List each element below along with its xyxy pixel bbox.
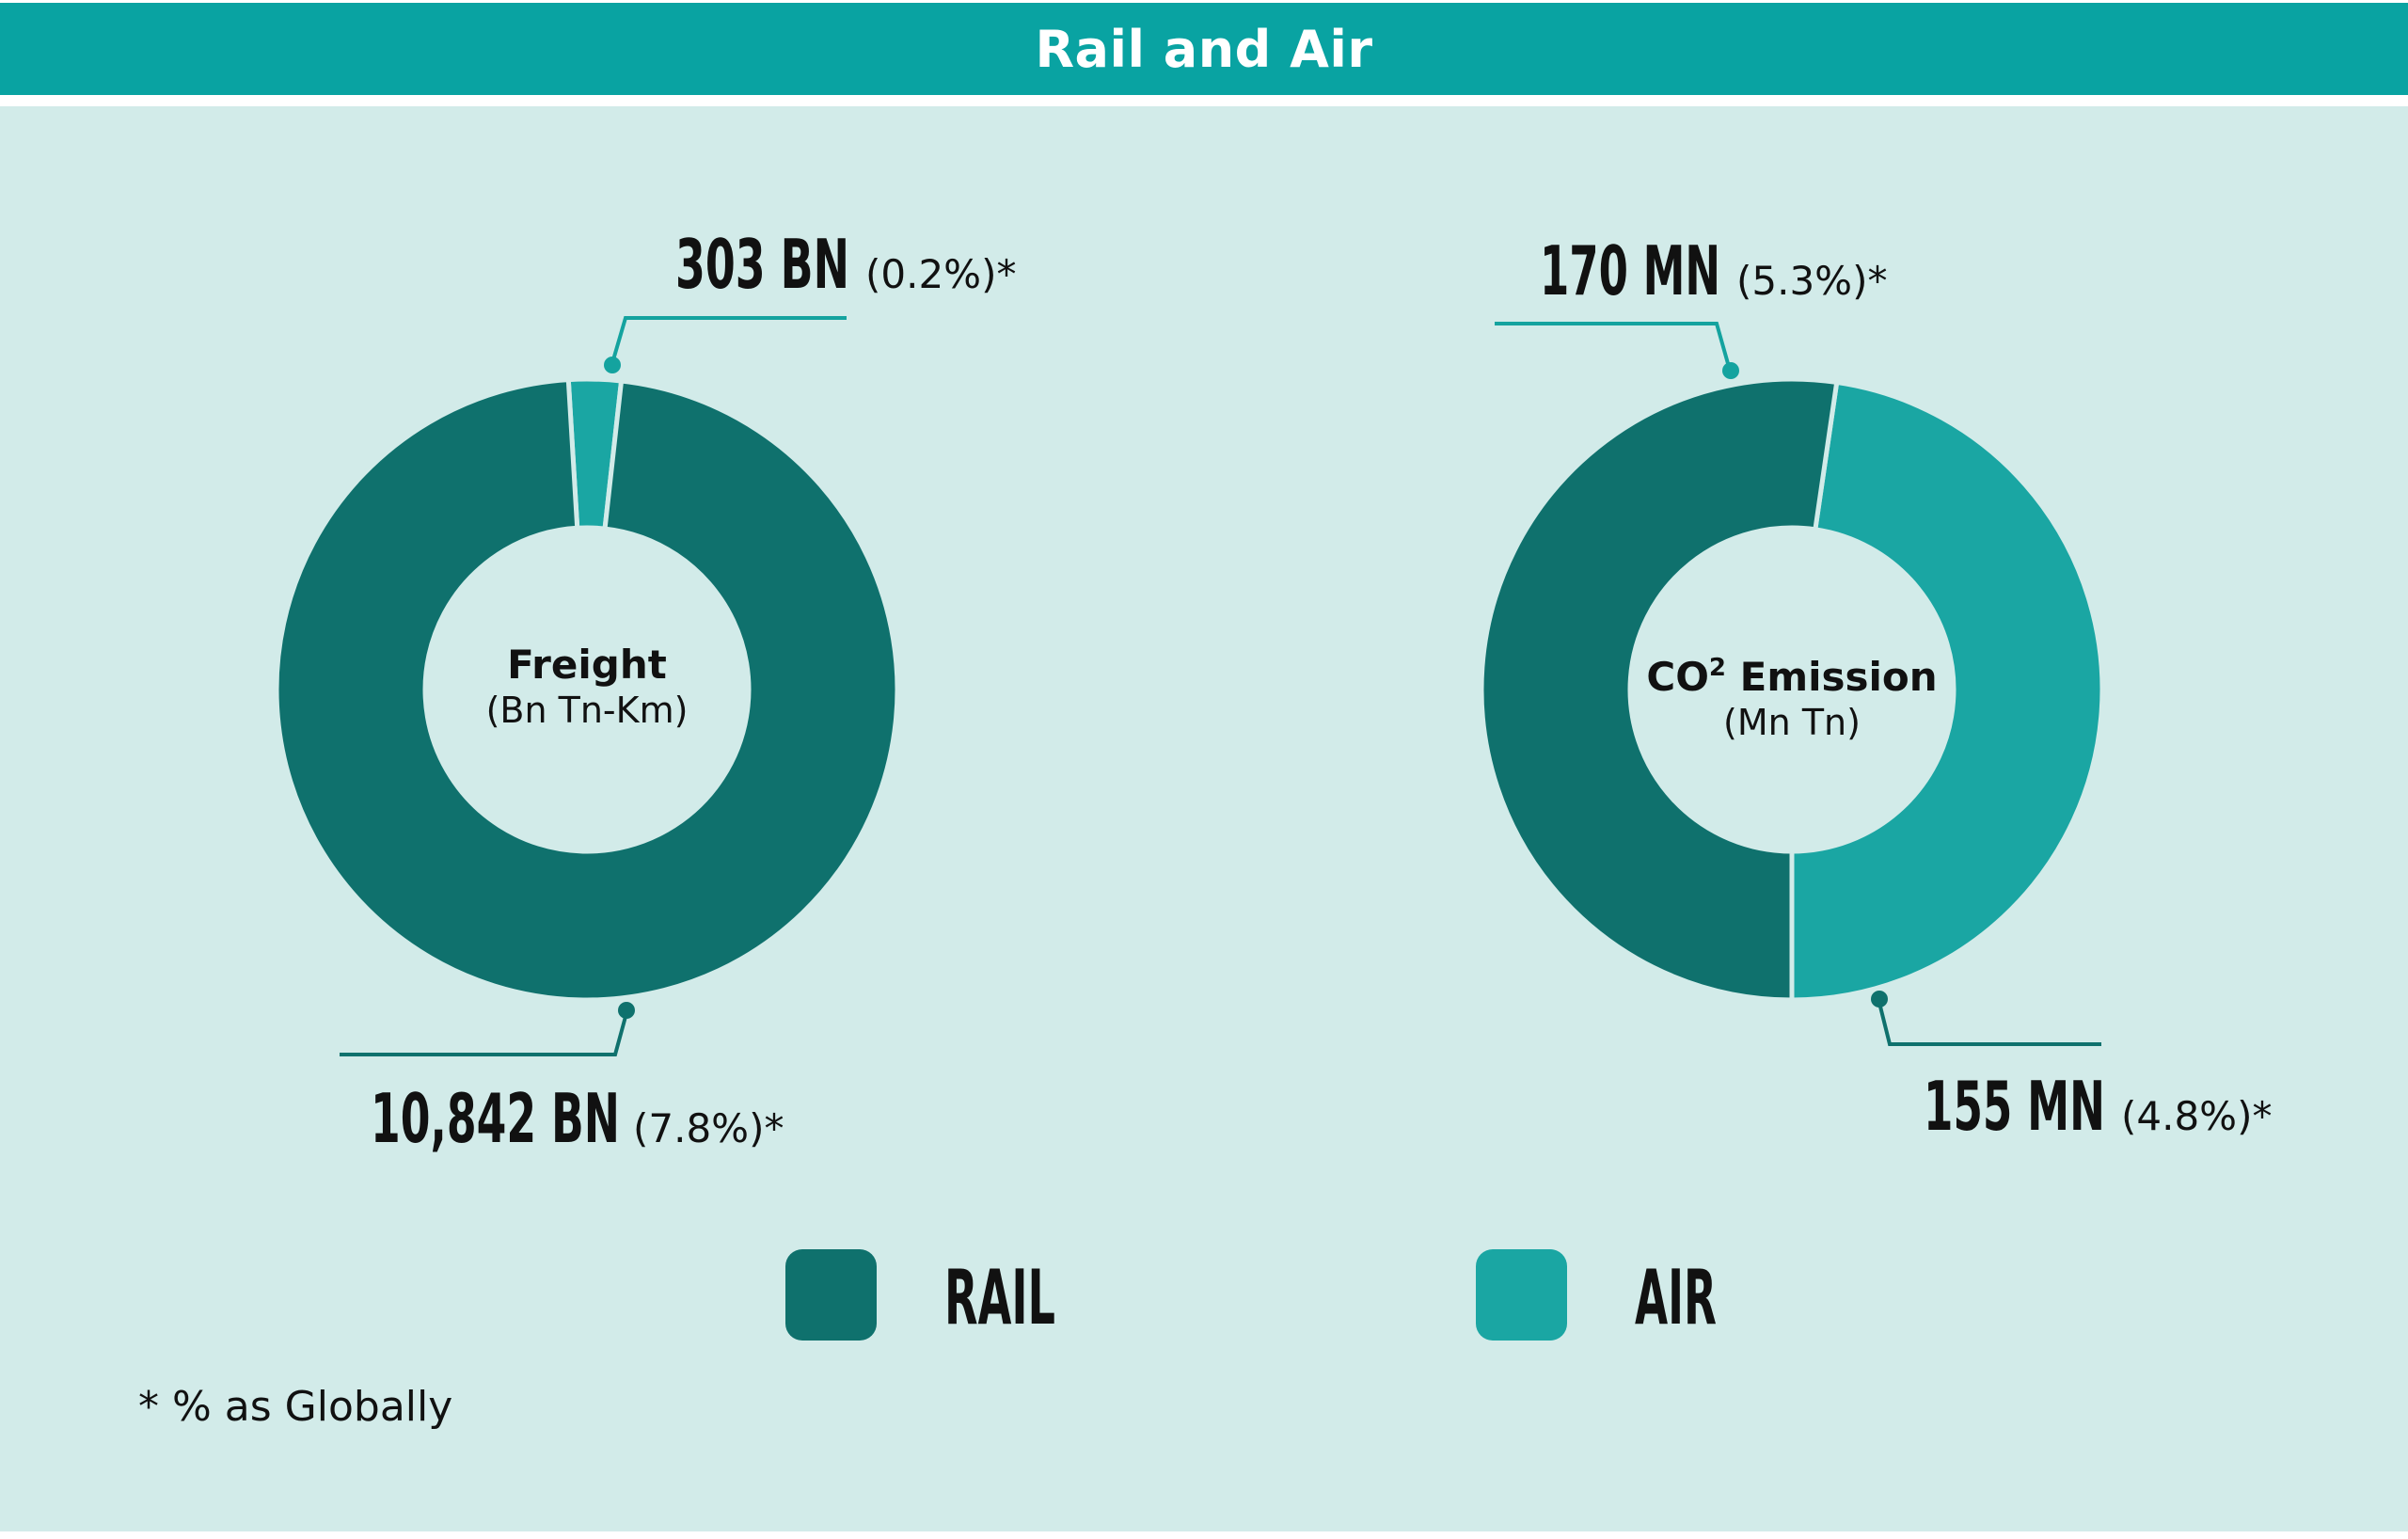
freight-air-callout: 303 BN (0.2%)* — [604, 225, 1016, 373]
co2-rail-leader-dot — [1722, 362, 1739, 379]
footnote: * % as Globally — [138, 1383, 452, 1431]
legend-label-rail: RAIL — [944, 1254, 1055, 1341]
header-bar: Rail and Air — [0, 3, 2408, 95]
co2-rail-leader-line — [1495, 322, 1731, 368]
co2-slice-air — [1789, 379, 2105, 1003]
freight-slice-rail — [274, 377, 900, 1003]
co2-rail-percent-label: (5.3%)* — [1736, 258, 1887, 304]
freight-center-title: Freight — [507, 642, 667, 688]
legend-swatch-air — [1476, 1249, 1567, 1341]
freight-rail-value-label: 10,842 BN — [371, 1079, 620, 1158]
freight-air-percent-label: (0.2%)* — [865, 251, 1016, 297]
co2-air-leader-line — [1877, 1002, 2101, 1046]
co2-air-value-label: 155 MN — [1924, 1067, 2105, 1146]
co2-air-percent-label: (4.8%)* — [2121, 1093, 2272, 1139]
co2-donut — [1479, 376, 2105, 1003]
co2-title-suffix: Emission — [1726, 654, 1938, 700]
freight-rail-leader-dot — [618, 1002, 635, 1019]
legend-swatch-rail — [785, 1249, 877, 1341]
co2-center-title: CO2 Emission — [1646, 654, 1937, 700]
co2-title-superscript: 2 — [1709, 654, 1726, 682]
legend: RAIL AIR — [785, 1249, 1717, 1341]
co2-rail-callout: 170 MN (5.3%)* — [1495, 231, 1887, 379]
co2-air-leader-dot — [1871, 991, 1888, 1007]
co2-air-callout: 155 MN (4.8%)* — [1871, 991, 2272, 1146]
freight-rail-leader-line — [340, 1012, 628, 1056]
freight-rail-callout: 10,842 BN (7.8%)* — [340, 1002, 784, 1158]
freight-rail-percent-label: (7.8%)* — [633, 1105, 784, 1151]
co2-rail-value-label: 170 MN — [1540, 231, 1720, 310]
freight-air-leader-line — [610, 316, 847, 364]
legend-label-air: AIR — [1635, 1254, 1717, 1341]
freight-donut — [274, 376, 900, 1003]
co2-slice-rail — [1479, 376, 1840, 1003]
freight-air-value-label: 303 BN — [675, 225, 849, 304]
freight-air-leader-dot — [604, 357, 621, 373]
co2-center-subtitle: (Mn Tn) — [1723, 702, 1861, 743]
co2-title-prefix: CO — [1646, 654, 1709, 700]
freight-center-subtitle: (Bn Tn-Km) — [486, 690, 689, 731]
page-title: Rail and Air — [1035, 19, 1373, 79]
